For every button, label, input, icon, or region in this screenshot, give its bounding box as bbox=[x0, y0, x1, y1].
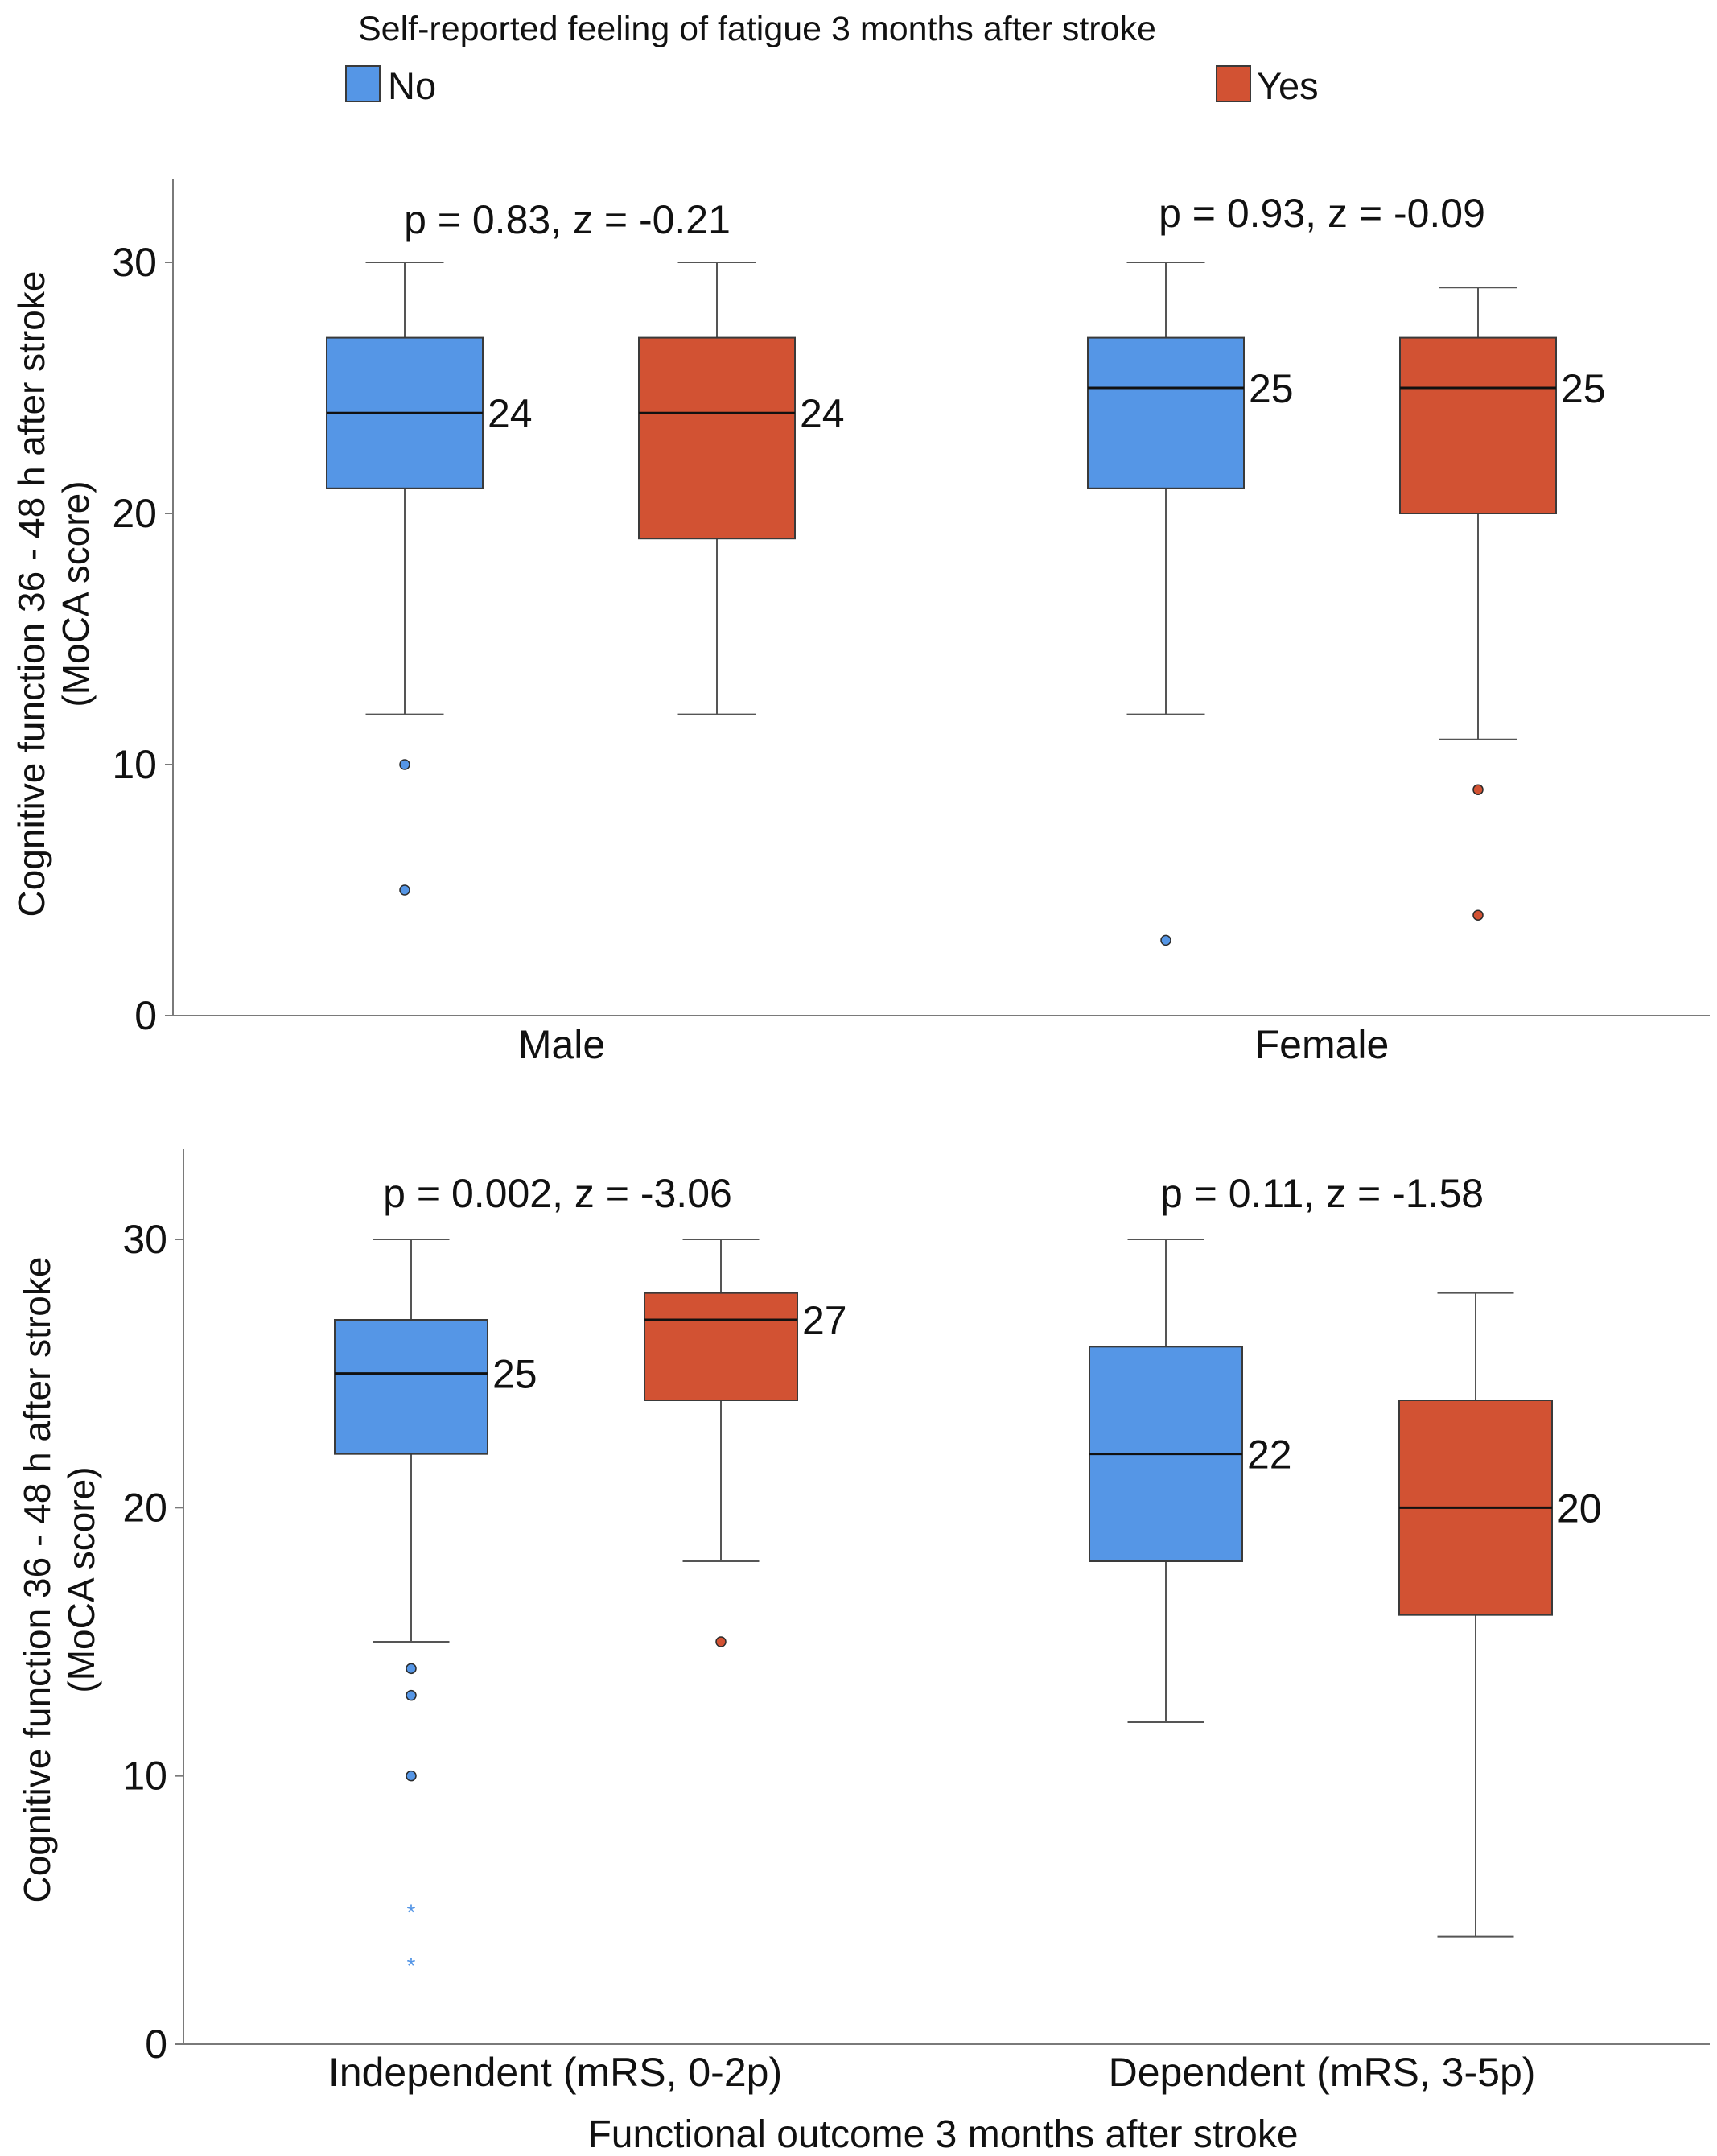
iqr-box bbox=[1087, 336, 1245, 489]
median-label-bg bbox=[490, 1350, 540, 1399]
stat-label-independent: p = 0.002, z = -3.06 bbox=[383, 1171, 732, 1216]
outlier-point bbox=[1160, 934, 1171, 946]
category-label-independent: Independent (mRS, 0-2p) bbox=[328, 2050, 782, 2095]
y-axis-title-line1: Cognitive function 36 - 48 h after strok… bbox=[16, 1257, 58, 1903]
panel-sex: Cognitive function 36 - 48 h after strok… bbox=[10, 179, 1710, 1067]
panel-functional-outcome: Cognitive function 36 - 48 h after strok… bbox=[16, 1149, 1710, 2156]
outlier-point bbox=[399, 884, 410, 896]
axes: 0 10 20 30 bbox=[122, 1149, 1710, 2067]
boxplot-no: 25 bbox=[1087, 262, 1296, 946]
median-label-bg bbox=[800, 1296, 850, 1345]
category-label-male: Male bbox=[518, 1022, 605, 1067]
x-axis-title: Functional outcome 3 months after stroke bbox=[587, 2113, 1298, 2156]
category-label-dependent: Dependent (mRS, 3-5p) bbox=[1109, 2050, 1536, 2095]
iqr-box bbox=[638, 336, 796, 540]
legend: Self-reported feeling of fatigue 3 month… bbox=[345, 10, 1319, 107]
legend-label-yes: Yes bbox=[1257, 64, 1319, 107]
median-label-bg bbox=[1554, 1484, 1604, 1533]
median-label: 24 bbox=[800, 391, 845, 436]
y-axis-title-line2: (MoCA score) bbox=[60, 1466, 102, 1692]
boxplot-yes: 25 bbox=[1399, 287, 1608, 921]
legend-swatch-no bbox=[345, 65, 381, 102]
y-tick-label: 10 bbox=[122, 1754, 167, 1799]
boxplot-no: 24 bbox=[326, 262, 535, 896]
median-label: 20 bbox=[1557, 1486, 1602, 1531]
median-label-bg bbox=[1558, 365, 1608, 413]
axes: 0 10 20 30 bbox=[112, 179, 1710, 1038]
iqr-box bbox=[644, 1292, 798, 1401]
y-tick-label: 20 bbox=[112, 491, 157, 536]
extreme-point: * bbox=[407, 1899, 416, 1924]
median-label: 27 bbox=[802, 1298, 847, 1343]
legend-swatch-yes bbox=[1216, 65, 1251, 102]
y-tick-label: 10 bbox=[112, 742, 157, 787]
outlier-point bbox=[406, 1689, 417, 1701]
median-label: 25 bbox=[492, 1352, 537, 1397]
boxplot-no: 25 * * bbox=[334, 1239, 540, 1978]
outlier-point bbox=[406, 1663, 417, 1675]
stat-label-dependent: p = 0.11, z = -1.58 bbox=[1160, 1171, 1484, 1216]
y-tick-label: 30 bbox=[112, 240, 157, 285]
y-tick-label: 30 bbox=[122, 1217, 167, 1262]
y-axis-title: Cognitive function 36 - 48 h after strok… bbox=[16, 1257, 102, 1903]
plot-area: 25 * * 27 22 20 bbox=[334, 1239, 1604, 1978]
plot-area: 24 24 25 25 bbox=[326, 262, 1608, 946]
median-label-bg bbox=[1245, 1430, 1295, 1479]
median-label: 24 bbox=[488, 391, 533, 436]
iqr-box bbox=[1399, 336, 1557, 514]
median-label-bg bbox=[485, 390, 535, 439]
boxplot-no: 22 bbox=[1089, 1239, 1295, 1723]
extreme-point: * bbox=[407, 1953, 416, 1978]
y-axis-title: Cognitive function 36 - 48 h after strok… bbox=[10, 271, 97, 917]
outlier-point bbox=[406, 1770, 417, 1782]
outlier-point bbox=[1472, 784, 1484, 795]
outlier-point bbox=[399, 759, 410, 770]
iqr-box bbox=[334, 1319, 488, 1455]
outlier-point bbox=[715, 1636, 727, 1647]
stat-label-female: p = 0.93, z = -0.09 bbox=[1159, 191, 1485, 236]
median-label: 22 bbox=[1247, 1433, 1292, 1478]
y-tick-label: 0 bbox=[134, 993, 157, 1038]
median-label-bg bbox=[1246, 365, 1296, 413]
legend-label-no: No bbox=[388, 64, 436, 107]
boxplot-yes: 27 bbox=[644, 1239, 850, 1647]
median-label: 25 bbox=[1561, 366, 1606, 411]
stat-label-male: p = 0.83, z = -0.21 bbox=[404, 197, 731, 242]
boxplot-yes: 24 bbox=[638, 262, 847, 715]
y-tick-label: 20 bbox=[122, 1485, 167, 1530]
boxplot-yes: 20 bbox=[1398, 1292, 1604, 1938]
legend-title: Self-reported feeling of fatigue 3 month… bbox=[358, 10, 1156, 48]
median-label: 25 bbox=[1249, 366, 1294, 411]
y-tick-label: 0 bbox=[145, 2022, 167, 2067]
median-label-bg bbox=[797, 390, 847, 439]
category-label-female: Female bbox=[1255, 1022, 1390, 1067]
y-axis-title-line2: (MoCA score) bbox=[55, 480, 97, 707]
y-axis-title-line1: Cognitive function 36 - 48 h after strok… bbox=[10, 271, 52, 917]
outlier-point bbox=[1472, 909, 1484, 921]
